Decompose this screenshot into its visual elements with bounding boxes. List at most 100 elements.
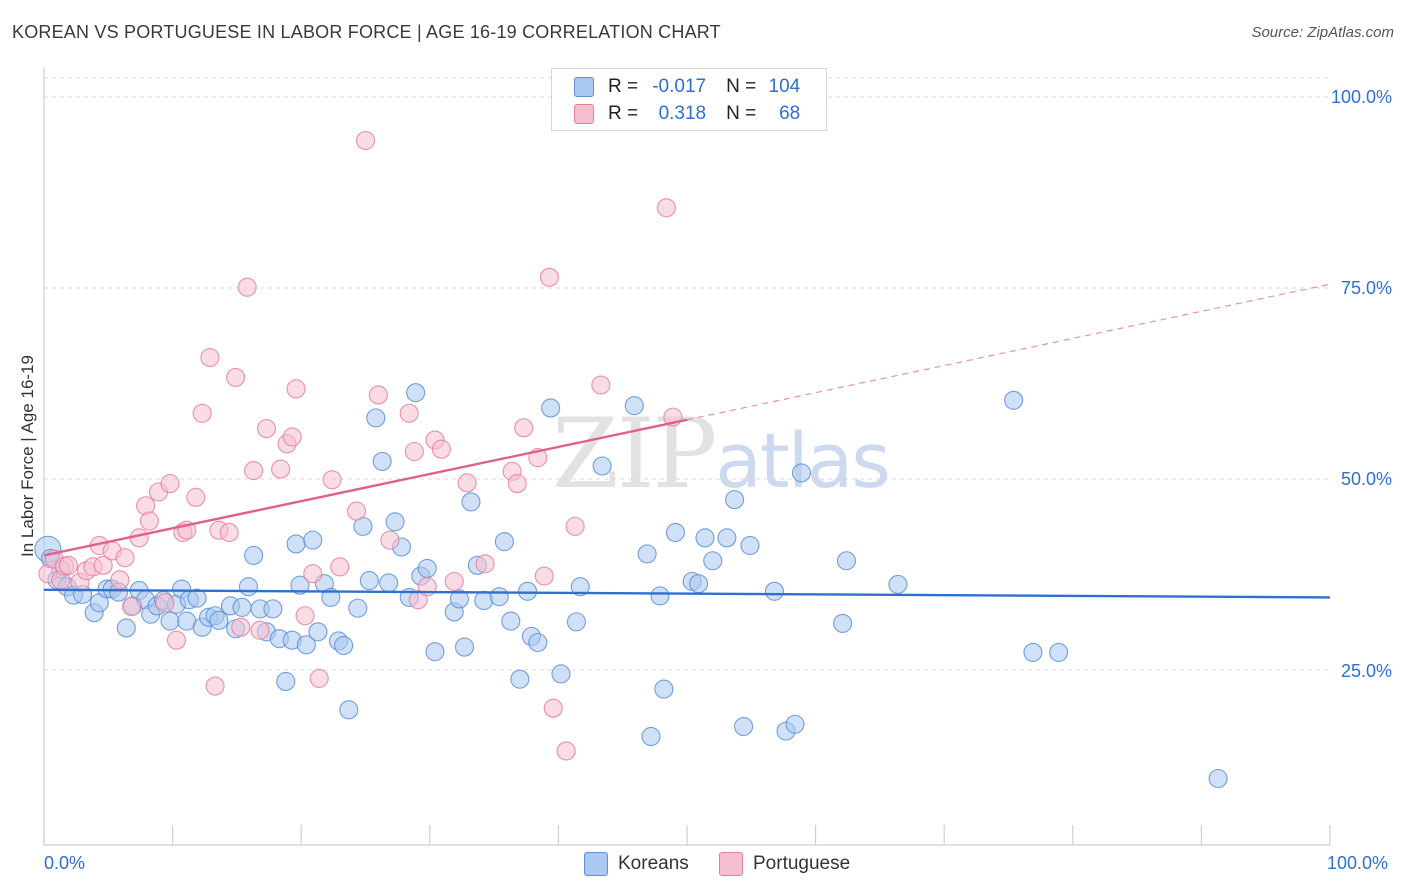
chart-title: KOREAN VS PORTUGUESE IN LABOR FORCE | AG…: [12, 22, 721, 42]
portuguese-point-66: [591, 375, 611, 395]
koreans-point-12: [116, 618, 136, 638]
koreans-point-55: [379, 573, 399, 593]
x-tick-label-min: 0.0%: [44, 853, 86, 873]
portuguese-point-39: [295, 606, 315, 626]
koreans-point-94: [764, 581, 784, 601]
koreans-point-91: [717, 528, 737, 548]
koreans-point-46: [321, 587, 341, 607]
portuguese-point-29: [226, 367, 246, 387]
y-tick-label-100: 100.0%: [1330, 87, 1392, 107]
portuguese-point-11: [110, 570, 130, 590]
koreans-point-70: [494, 532, 514, 552]
koreans-point-59: [406, 383, 426, 403]
portuguese-trend-solid: [43, 418, 688, 557]
koreans-point-50: [348, 598, 368, 618]
koreans-point-36: [263, 599, 283, 619]
x-tick-label-max: 100.0%: [1327, 853, 1389, 873]
koreans-trend-line: [43, 588, 1331, 599]
y-axis-label: In Labor Force | Age 16-19: [18, 355, 37, 557]
koreans-point-24: [187, 588, 207, 608]
portuguese-point-44: [346, 501, 367, 521]
portuguese-point-34: [256, 419, 277, 439]
portuguese-point-42: [322, 470, 342, 490]
y-tick-label-75: 75.0%: [1340, 278, 1392, 298]
portuguese-point-41: [309, 668, 329, 688]
portuguese-point-38: [286, 379, 306, 399]
legend-n-label: N =: [726, 76, 757, 97]
koreans-point-53: [366, 408, 386, 428]
portuguese-point-58: [507, 474, 527, 494]
koreans-point-32: [238, 577, 259, 597]
koreans-point-64: [449, 589, 469, 609]
koreans-point-103: [1023, 642, 1043, 662]
legend-item-portuguese[interactable]: Portuguese: [719, 852, 850, 876]
portuguese-point-49: [404, 441, 424, 462]
koreans-point-99: [833, 613, 853, 633]
koreans-point-104: [1049, 642, 1069, 662]
portuguese-swatch: [574, 104, 594, 124]
portuguese-point-40: [303, 564, 323, 584]
watermark-zip: ZIP: [552, 398, 717, 510]
portuguese-point-59: [514, 418, 534, 438]
legend-r-value-koreans: -0.017: [652, 76, 707, 97]
y-tick-label-25: 25.0%: [1340, 661, 1392, 681]
portuguese-point-56: [475, 554, 495, 574]
watermark: ZIPatlas: [552, 398, 891, 510]
portuguese-point-12: [115, 548, 135, 568]
koreans-point-80: [592, 456, 612, 476]
koreans-point-44: [308, 622, 328, 642]
portuguese-point-31: [237, 277, 257, 297]
koreans-point-82: [637, 544, 657, 564]
legend-row-portuguese: R = 0.318 N = 68: [574, 102, 800, 126]
portuguese-point-48: [399, 403, 419, 423]
portuguese-point-43: [330, 557, 350, 577]
koreans-point-92: [725, 490, 745, 510]
portuguese-point-63: [543, 698, 563, 718]
portuguese-point-65: [565, 516, 585, 536]
portuguese-point-46: [368, 385, 388, 405]
koreans-point-40: [286, 534, 306, 554]
koreans-point-95: [734, 716, 754, 737]
koreans-legend-swatch: [584, 852, 608, 876]
koreans-point-19: [160, 611, 180, 631]
legend-row-koreans: R = -0.017 N = 104: [574, 75, 800, 99]
koreans-point-72: [510, 669, 530, 689]
source-note: Source: ZipAtlas.com: [1251, 24, 1394, 41]
koreans-point-52: [359, 571, 379, 591]
koreans-point-84: [650, 586, 670, 606]
koreans-point-31: [232, 597, 252, 617]
koreans-point-41: [290, 575, 310, 595]
portuguese-point-20: [166, 630, 187, 650]
koreans-point-88: [689, 574, 709, 594]
portuguese-point-13: [121, 597, 141, 617]
portuguese-point-37: [282, 427, 302, 447]
portuguese-point-28: [219, 522, 239, 543]
portuguese-point-55: [457, 473, 477, 493]
koreans-point-86: [665, 522, 685, 543]
portuguese-point-35: [271, 459, 291, 479]
koreans-point-69: [489, 587, 509, 607]
koreans-point-28: [209, 610, 229, 630]
portuguese-point-4: [58, 555, 78, 575]
portuguese-point-16: [139, 511, 160, 531]
koreans-point-43: [303, 530, 323, 550]
koreans-swatch: [574, 77, 594, 97]
koreans-point-100: [836, 551, 857, 571]
portuguese-point-32: [244, 461, 264, 481]
series-legend: Koreans Portuguese: [0, 852, 1406, 878]
koreans-point-98: [791, 463, 812, 483]
portuguese-legend-swatch: [719, 852, 743, 876]
koreans-point-85: [654, 679, 674, 699]
koreans-point-97: [785, 714, 805, 734]
legend-n-value-portuguese: 68: [779, 103, 801, 124]
koreans-point-48: [334, 636, 354, 656]
koreans-point-93: [740, 535, 760, 556]
legend-item-koreans[interactable]: Koreans: [584, 852, 689, 876]
koreans-point-42: [296, 635, 316, 655]
koreans-point-66: [461, 492, 481, 512]
legend-r-value-portuguese: 0.318: [658, 103, 707, 124]
koreans-point-71: [501, 611, 521, 631]
portuguese-point-9: [93, 555, 113, 575]
portuguese-point-30: [231, 617, 251, 637]
